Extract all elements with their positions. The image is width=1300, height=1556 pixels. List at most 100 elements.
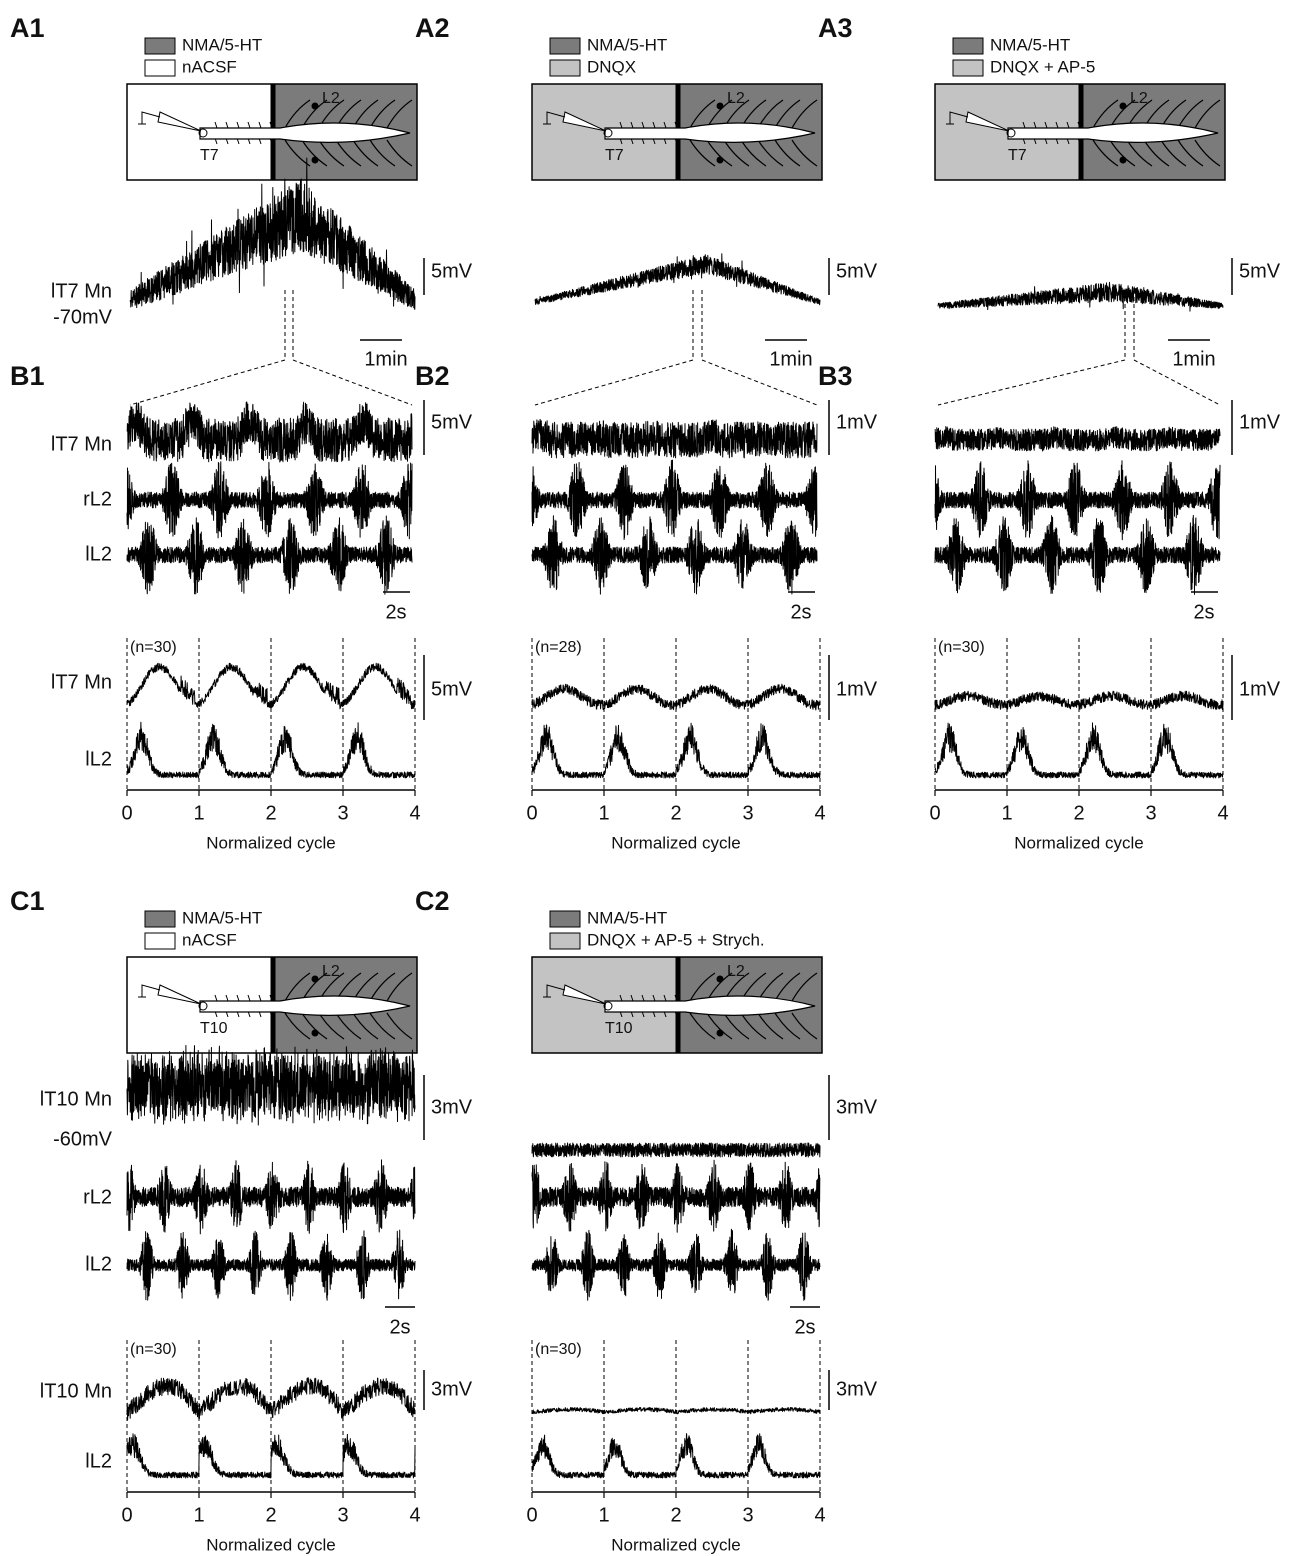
holding-potential: -60mV [53, 1128, 113, 1150]
legend-swatch [550, 38, 580, 54]
nerve-trace [532, 460, 817, 539]
x-tick-label: 0 [929, 802, 940, 824]
zoom-line [535, 360, 693, 405]
time-scale: 2s [794, 1316, 815, 1338]
x-tick-label: 2 [265, 1504, 276, 1526]
time-scale: 1min [364, 348, 407, 370]
trace-label: lT10 Mn [40, 1380, 112, 1402]
suction-electrode [312, 103, 319, 110]
x-tick-label: 2 [1073, 802, 1084, 824]
mean-trace [935, 691, 1223, 709]
slow-trace [130, 158, 415, 309]
segment-label: T10 [605, 1020, 633, 1037]
panel-label: A1 [10, 13, 45, 43]
time-scale: 2s [790, 601, 811, 623]
amplitude-scale: 3mV [431, 1378, 473, 1400]
amplitude-scale: 3mV [431, 1096, 473, 1118]
suction-electrode [1120, 157, 1127, 164]
legend-swatch [953, 38, 983, 54]
x-axis-label: Normalized cycle [206, 1535, 335, 1554]
panel-label: B2 [415, 361, 450, 391]
legend-label: DNQX + AP-5 + Strych. [587, 930, 765, 949]
x-axis-label: Normalized cycle [1014, 833, 1143, 852]
x-tick-label: 1 [598, 1504, 609, 1526]
suction-electrode [717, 103, 724, 110]
sample-size: (n=30) [938, 639, 985, 656]
mn-trace [127, 1046, 415, 1126]
x-tick-label: 3 [337, 1504, 348, 1526]
trace-label: lL2 [85, 748, 112, 770]
trace-label: lT7 Mn [51, 433, 112, 455]
x-tick-label: 3 [742, 1504, 753, 1526]
amplitude-scale: 5mV [431, 678, 473, 700]
trace-label: lL2 [85, 1450, 112, 1472]
nerve-trace [127, 1160, 415, 1234]
x-tick-label: 4 [814, 802, 825, 824]
x-tick-label: 0 [121, 1504, 132, 1526]
amplitude-scale: 3mV [836, 1378, 878, 1400]
legend-swatch [145, 933, 175, 949]
legend-swatch [550, 933, 580, 949]
legend-swatch [145, 911, 175, 927]
nerve-trace [127, 462, 412, 539]
suction-electrode [1120, 103, 1127, 110]
trace-label: lT7 Mn [51, 280, 112, 302]
amplitude-scale: 3mV [836, 1096, 878, 1118]
amplitude-scale: 5mV [431, 411, 473, 433]
x-tick-label: 2 [265, 802, 276, 824]
amplitude-scale: 1mV [836, 678, 878, 700]
sample-size: (n=30) [130, 639, 177, 656]
amplitude-scale: 1mV [1239, 411, 1281, 433]
x-tick-label: 1 [193, 802, 204, 824]
time-scale: 2s [385, 601, 406, 623]
segment-label: T7 [605, 147, 624, 164]
figure: A1NMA/5-HTnACSFL2T7lT7 Mn-70mV5mV1minA2N… [0, 0, 1300, 1556]
segment-label: T10 [200, 1020, 228, 1037]
nerve-trace [127, 1230, 415, 1300]
legend-swatch [550, 911, 580, 927]
legend-swatch [145, 60, 175, 76]
panel-label: C2 [415, 886, 450, 916]
nerve-trace [935, 461, 1220, 540]
x-tick-label: 1 [598, 802, 609, 824]
sample-size: (n=30) [535, 1341, 582, 1358]
suction-electrode [717, 1030, 724, 1037]
root-label: L2 [322, 90, 340, 107]
suction-electrode [312, 976, 319, 983]
trace-label: rL2 [83, 1186, 112, 1208]
trace-label: rL2 [83, 488, 112, 510]
x-tick-label: 0 [526, 802, 537, 824]
slow-trace [938, 282, 1223, 311]
trace-label: lL2 [85, 1253, 112, 1275]
legend-swatch [953, 60, 983, 76]
x-tick-label: 2 [670, 1504, 681, 1526]
x-tick-label: 4 [814, 1504, 825, 1526]
mn-trace [532, 419, 817, 458]
legend-label: NMA/5-HT [990, 35, 1070, 54]
legend-label: NMA/5-HT [587, 35, 667, 54]
time-scale: 2s [1193, 601, 1214, 623]
root-label: L2 [727, 90, 745, 107]
x-tick-label: 3 [742, 802, 753, 824]
legend-swatch [145, 38, 175, 54]
nerve-trace [532, 1160, 820, 1232]
amplitude-scale: 5mV [431, 260, 473, 282]
nerve-trace [532, 1229, 820, 1300]
suction-electrode [717, 976, 724, 983]
root-label: L2 [1130, 90, 1148, 107]
x-tick-label: 3 [337, 802, 348, 824]
segment-label: T7 [1008, 147, 1027, 164]
legend-label: nACSF [182, 57, 237, 76]
panel-label: B1 [10, 361, 45, 391]
suction-electrode [717, 157, 724, 164]
x-axis-label: Normalized cycle [611, 1535, 740, 1554]
zoom-line [130, 360, 285, 405]
amplitude-scale: 5mV [1239, 260, 1281, 282]
suction-electrode [312, 1030, 319, 1037]
x-tick-label: 4 [409, 1504, 420, 1526]
x-tick-label: 4 [409, 802, 420, 824]
legend-swatch [550, 60, 580, 76]
x-tick-label: 2 [670, 802, 681, 824]
trace-label: lL2 [85, 543, 112, 565]
zoom-line [938, 360, 1125, 405]
